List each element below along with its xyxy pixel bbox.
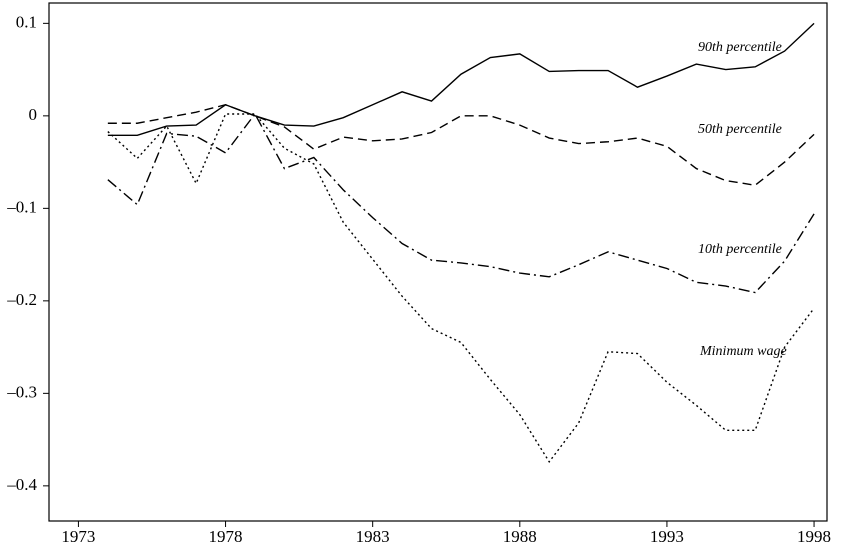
series-line <box>107 112 815 294</box>
y-tick-label: –0.2 <box>6 290 37 309</box>
series-label: 50th percentile <box>698 122 782 137</box>
x-tick-label: 1998 <box>797 527 831 543</box>
y-tick-label: –0.3 <box>6 382 37 401</box>
x-tick-label: 1993 <box>650 527 684 543</box>
y-tick-label: –0.4 <box>6 475 37 494</box>
plot-frame <box>48 2 828 522</box>
y-tick-label: –0.1 <box>6 197 37 216</box>
y-tick-label: 0.1 <box>16 12 37 31</box>
series-label: 90th percentile <box>698 40 782 55</box>
series-label: Minimum wage <box>699 344 787 359</box>
series-label: 10th percentile <box>698 242 782 257</box>
x-tick-label: 1978 <box>209 527 243 543</box>
series-line <box>107 113 815 464</box>
y-tick-label: 0 <box>29 105 38 124</box>
x-tick-label: 1988 <box>503 527 537 543</box>
series-line <box>107 104 815 186</box>
x-tick-label: 1973 <box>61 527 95 543</box>
x-tick-label: 1983 <box>356 527 390 543</box>
